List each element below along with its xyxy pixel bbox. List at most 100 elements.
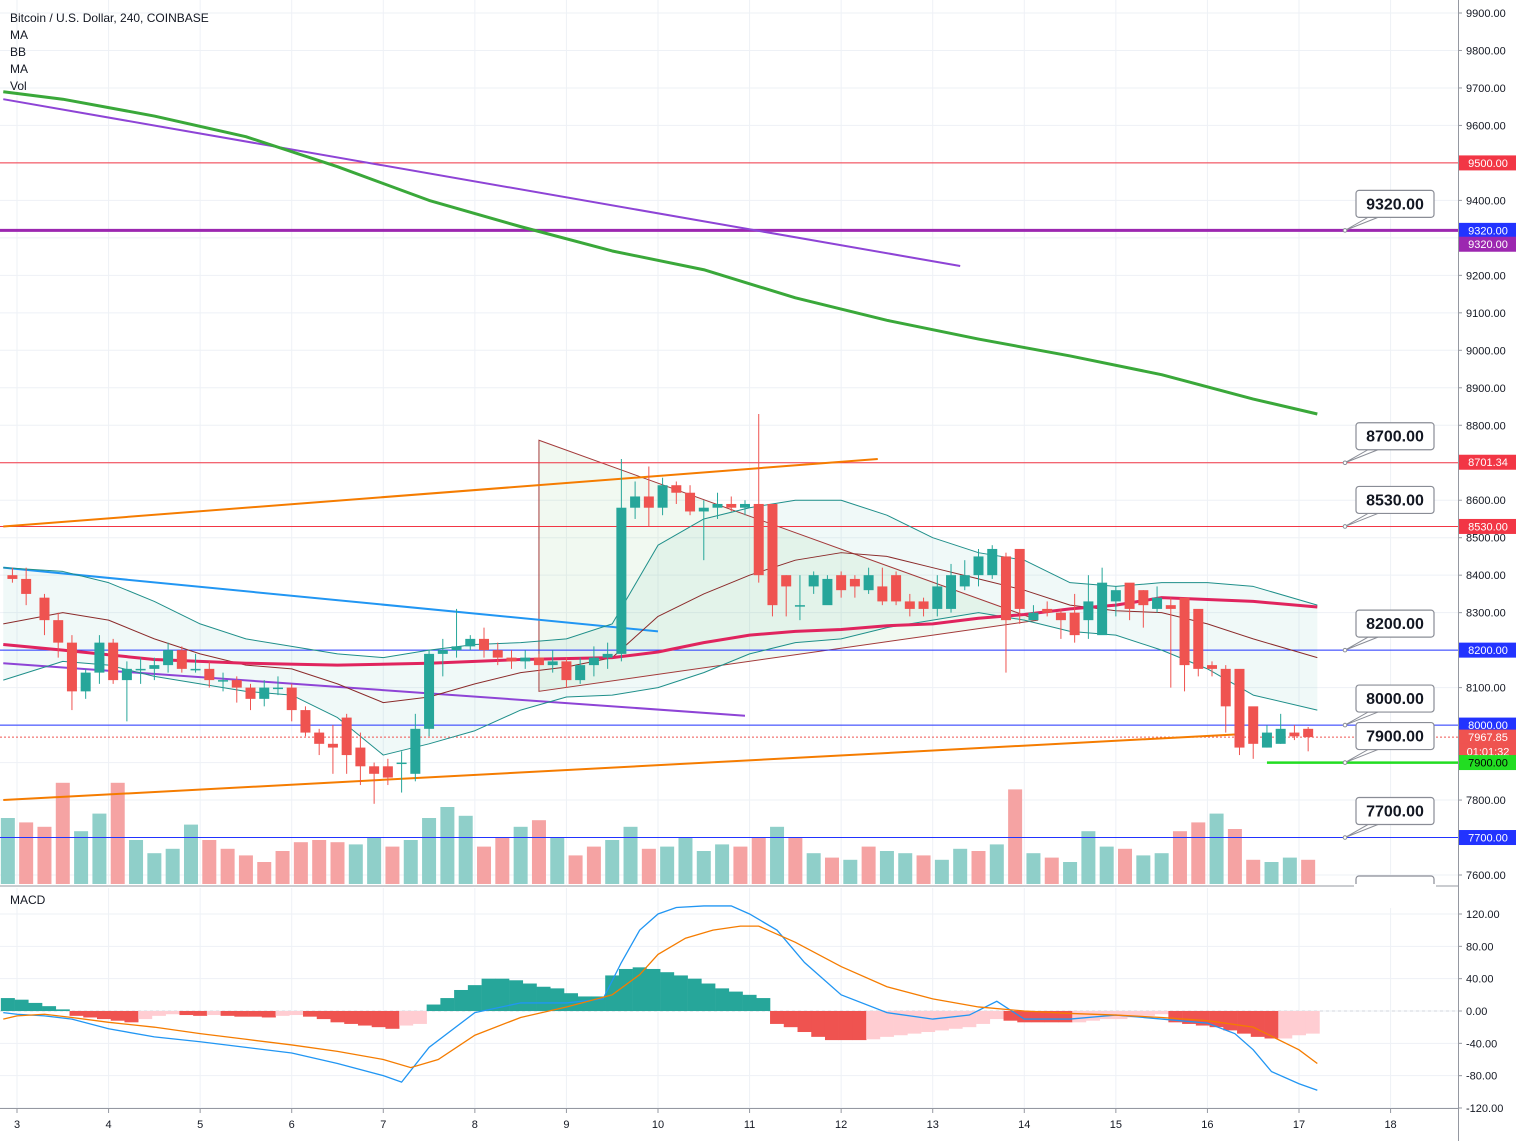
x-tick-label: 17 [1293, 1119, 1305, 1131]
candle-body [272, 687, 283, 690]
candle-body [451, 646, 462, 651]
macd-histogram-bar [509, 980, 524, 1011]
indicator-ma-label[interactable]: MA [10, 28, 28, 42]
macd-histogram-bar [316, 1011, 331, 1020]
price-tag-background [1459, 642, 1516, 658]
price-callout[interactable]: 8000.00 [1342, 684, 1435, 728]
price-tag-background [1459, 222, 1516, 238]
volume-bar [733, 846, 748, 884]
candle-body [1193, 608, 1204, 669]
volume-bar [403, 840, 418, 884]
symbol-title[interactable]: Bitcoin / U.S. Dollar, 240, COINBASE [10, 11, 209, 25]
candle-body [657, 485, 668, 508]
trend-lines [3, 98, 1235, 802]
indicator-bb-label[interactable]: BB [10, 45, 27, 59]
macd-histogram-bar [1017, 1011, 1032, 1023]
chart-legend: Bitcoin / U.S. Dollar, 240, COINBASE MA … [10, 10, 209, 95]
price-callout[interactable]: 9320.00 [1342, 189, 1435, 233]
indicator-vol-label[interactable]: Vol [10, 79, 27, 93]
macd-histogram-bar [399, 1011, 414, 1026]
macd-histogram-bar [1250, 1011, 1265, 1037]
macd-histogram-bar [234, 1011, 249, 1017]
price-tag-label: 8701.34 [1468, 457, 1508, 469]
macd-histogram-bar [660, 972, 675, 1011]
macd-histogram-bar [55, 1009, 70, 1011]
callout-anchor [1342, 760, 1348, 765]
callout-label: 8700.00 [1366, 429, 1424, 446]
macd-histogram-bar [550, 988, 565, 1011]
macd-histogram-bar [42, 1006, 57, 1011]
candle-body [630, 496, 641, 508]
price-callout[interactable]: 7900.00 [1342, 721, 1435, 765]
macd-histogram-bar [426, 1004, 441, 1011]
macd-histogram-bar [110, 1011, 125, 1021]
macd-tick-label: -40.00 [1466, 1038, 1497, 1050]
volume-bar [1008, 789, 1023, 884]
candle-body [231, 680, 242, 688]
candle-body [808, 575, 819, 587]
candle-body [533, 657, 544, 666]
callout-box [1355, 422, 1435, 451]
indicator-ma2-label[interactable]: MA [10, 62, 28, 76]
candle-body [739, 503, 750, 508]
callout-label: 8530.00 [1366, 492, 1424, 509]
price-callout[interactable]: 7700.00 [1342, 796, 1435, 840]
ma-long-line [3, 90, 1318, 416]
macd-histogram-bar [1085, 1011, 1100, 1021]
candle-body [506, 657, 517, 662]
price-tag-background [1459, 830, 1516, 846]
macd-histogram-bar [618, 968, 633, 1011]
macd-histogram-bar [495, 978, 510, 1011]
candle-body [643, 496, 654, 508]
candle-body [286, 687, 297, 711]
price-tag-label: 8000.00 [1468, 720, 1508, 732]
volume-bar [586, 846, 601, 884]
price-callout[interactable]: 8700.00 [1342, 422, 1435, 466]
macd-histogram-bar [206, 1011, 221, 1016]
candle-body [781, 575, 792, 587]
volume-bar [165, 848, 180, 884]
candle-body [932, 586, 943, 609]
macd-histogram-bar [962, 1011, 977, 1028]
volume-bar [477, 846, 492, 884]
candle-body [176, 650, 187, 669]
price-callout[interactable]: 8200.00 [1342, 609, 1435, 653]
x-tick-label: 5 [197, 1119, 203, 1131]
candle-body [121, 668, 132, 681]
volume-bar [989, 844, 1004, 884]
candle-body [863, 575, 874, 591]
macd-pane-label[interactable]: MACD [10, 893, 46, 907]
candle-body [149, 665, 160, 669]
x-tick-label: 18 [1384, 1119, 1396, 1131]
macd-histogram-bar [467, 985, 482, 1011]
macd-histogram-bar [385, 1011, 400, 1029]
callout-anchor [1342, 228, 1348, 233]
macd-histogram-bar [344, 1011, 359, 1024]
volume-bar [110, 782, 125, 884]
volume-bar [879, 851, 894, 884]
volume-bar [568, 855, 583, 884]
price-callout[interactable]: 7500.00 [1354, 875, 1436, 908]
macd-histogram-bar [1278, 1011, 1293, 1039]
price-callout[interactable]: 8530.00 [1342, 485, 1435, 529]
candle-body [7, 575, 18, 579]
x-tick-label: 8 [472, 1119, 478, 1131]
macd-histogram-bar [948, 1011, 963, 1029]
candle-body [520, 657, 531, 662]
macd-histogram-bar [1003, 1011, 1018, 1021]
candle-body [1248, 706, 1259, 744]
volume-bar [824, 857, 839, 884]
candle-body [1220, 668, 1231, 707]
candle-body [410, 728, 421, 774]
candle-body [712, 503, 723, 508]
volume-bar [1099, 846, 1114, 884]
macd-histogram-bar [303, 1011, 318, 1017]
macd-histogram-bar [1044, 1011, 1059, 1023]
candle-body [1138, 590, 1149, 606]
candle-body [355, 747, 366, 767]
volume-bar [202, 840, 217, 884]
macd-histogram-bar [605, 975, 620, 1011]
volume-bar [770, 826, 785, 884]
y-tick-label: 9800.00 [1466, 45, 1506, 57]
